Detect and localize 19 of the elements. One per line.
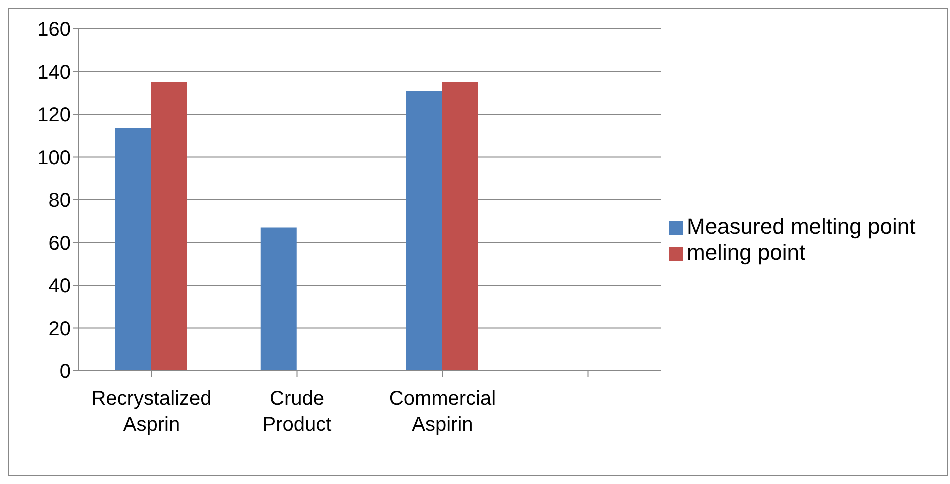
y-tick-label: 140 (38, 62, 71, 84)
y-tick-label: 0 (60, 361, 71, 384)
bar (151, 82, 188, 371)
bar (406, 90, 442, 371)
bar (115, 128, 152, 371)
legend-label: Measured melting point (687, 214, 916, 239)
x-tick-label: Commercial Aspirin (389, 388, 496, 436)
y-tick-label: 80 (48, 190, 71, 212)
bar (260, 228, 297, 371)
x-tick-label: Recrystalized Asprin (92, 388, 212, 436)
y-tick-label: 120 (38, 104, 71, 127)
y-tick-label: 100 (38, 147, 71, 170)
y-tick-label: 20 (48, 318, 71, 340)
y-tick-label: 160 (38, 19, 71, 42)
y-tick-label: 60 (48, 232, 71, 255)
x-tick-label: Crude Product (262, 388, 332, 436)
bar (442, 82, 478, 371)
y-tick-label: 40 (48, 276, 71, 298)
legend-label: meling point (687, 240, 806, 265)
